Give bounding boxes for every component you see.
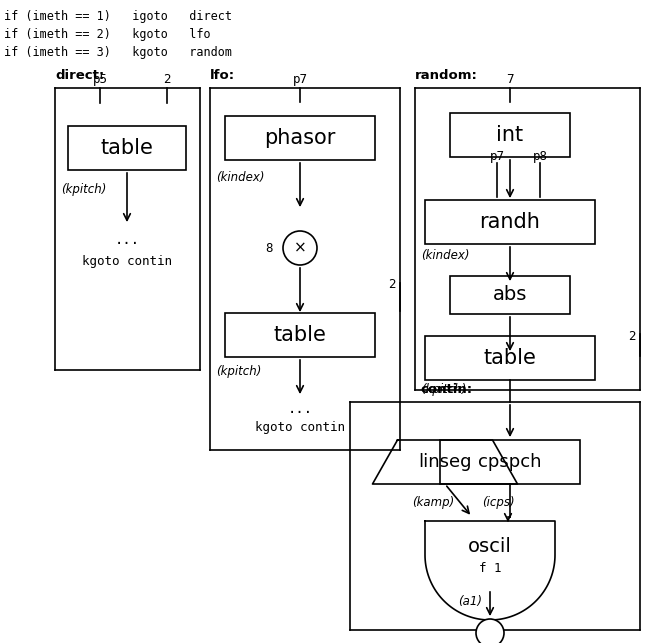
Text: p5: p5 bbox=[93, 73, 108, 86]
FancyBboxPatch shape bbox=[225, 116, 375, 160]
FancyBboxPatch shape bbox=[68, 126, 186, 170]
Text: kgoto contin: kgoto contin bbox=[82, 255, 172, 269]
Text: p8: p8 bbox=[532, 150, 548, 163]
Text: contin:: contin: bbox=[420, 383, 472, 396]
Text: p7: p7 bbox=[489, 150, 504, 163]
Text: direct:: direct: bbox=[55, 69, 104, 82]
Text: ...: ... bbox=[288, 402, 313, 416]
Text: 8: 8 bbox=[265, 242, 273, 255]
FancyBboxPatch shape bbox=[440, 440, 580, 484]
Circle shape bbox=[283, 231, 317, 265]
Text: table: table bbox=[484, 348, 537, 368]
Text: (kpitch): (kpitch) bbox=[61, 183, 106, 197]
Text: int: int bbox=[496, 125, 524, 145]
Text: (kamp): (kamp) bbox=[412, 496, 454, 509]
Text: 7: 7 bbox=[506, 73, 514, 86]
Text: cpspch: cpspch bbox=[478, 453, 542, 471]
Text: 2: 2 bbox=[164, 73, 171, 86]
FancyBboxPatch shape bbox=[450, 113, 570, 157]
FancyBboxPatch shape bbox=[425, 200, 595, 244]
Text: abs: abs bbox=[493, 285, 527, 305]
FancyBboxPatch shape bbox=[225, 313, 375, 357]
Text: ×: × bbox=[293, 240, 306, 255]
Text: 2: 2 bbox=[389, 278, 396, 291]
Text: table: table bbox=[274, 325, 326, 345]
Polygon shape bbox=[373, 440, 517, 484]
Text: (kpitch): (kpitch) bbox=[421, 383, 467, 397]
Text: lfo:: lfo: bbox=[210, 69, 235, 82]
Text: ...: ... bbox=[114, 233, 140, 247]
Text: (kpitch): (kpitch) bbox=[216, 365, 262, 377]
Text: kgoto contin: kgoto contin bbox=[255, 421, 345, 433]
Text: f 1: f 1 bbox=[479, 563, 501, 575]
Text: oscil: oscil bbox=[468, 538, 512, 556]
Text: if (imeth == 1)   igoto   direct: if (imeth == 1) igoto direct bbox=[4, 10, 232, 23]
Text: if (imeth == 3)   kgoto   random: if (imeth == 3) kgoto random bbox=[4, 46, 232, 59]
Text: (kindex): (kindex) bbox=[216, 172, 265, 185]
FancyBboxPatch shape bbox=[450, 276, 570, 314]
Text: randh: randh bbox=[480, 212, 541, 232]
FancyBboxPatch shape bbox=[425, 336, 595, 380]
Text: table: table bbox=[101, 138, 153, 158]
Text: phasor: phasor bbox=[264, 128, 336, 148]
Text: 2: 2 bbox=[628, 329, 636, 343]
Circle shape bbox=[476, 619, 504, 643]
Polygon shape bbox=[425, 521, 555, 620]
Text: (kindex): (kindex) bbox=[421, 249, 469, 262]
Text: linseg: linseg bbox=[418, 453, 472, 471]
Text: (a1): (a1) bbox=[458, 595, 482, 608]
Text: (icps): (icps) bbox=[482, 496, 514, 509]
Text: if (imeth == 2)   kgoto   lfo: if (imeth == 2) kgoto lfo bbox=[4, 28, 211, 41]
Text: p7: p7 bbox=[293, 73, 308, 86]
Text: random:: random: bbox=[415, 69, 478, 82]
